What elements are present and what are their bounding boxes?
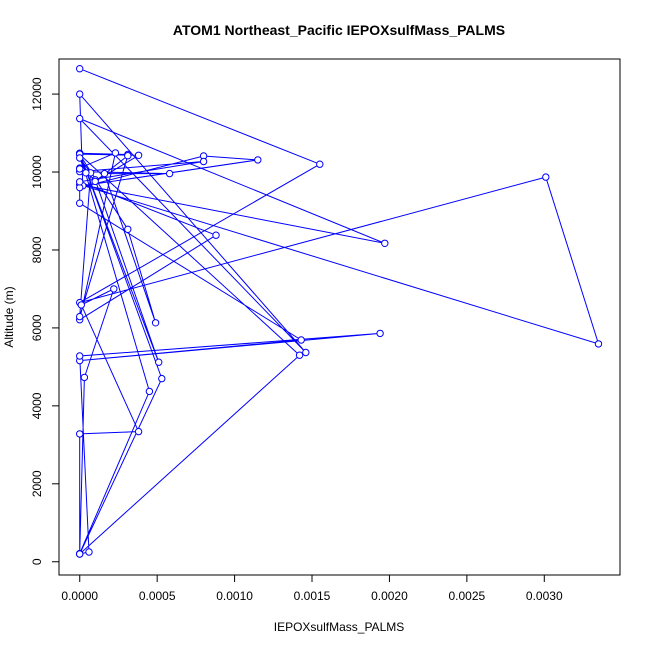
data-point bbox=[134, 427, 143, 436]
data-point bbox=[76, 90, 84, 98]
data-point bbox=[594, 340, 603, 348]
data-point bbox=[124, 225, 132, 234]
data-point bbox=[76, 550, 84, 558]
data-point bbox=[76, 65, 84, 73]
data-point bbox=[76, 199, 84, 207]
y-tick-label: 4000 bbox=[30, 392, 44, 419]
data-point bbox=[76, 154, 84, 162]
x-tick-label: 0.0005 bbox=[139, 589, 176, 603]
data-point bbox=[212, 231, 220, 239]
data-point bbox=[376, 329, 384, 338]
y-tick-label: 12000 bbox=[30, 77, 44, 111]
data-point bbox=[381, 239, 389, 248]
x-axis: 0.0000 0.0005 0.0010 0.0015 0.0020 0.0025 0.00… bbox=[61, 574, 563, 603]
data-point bbox=[111, 149, 120, 157]
y-axis: 0 2000 4000 6000 8000 10000 12000 bbox=[30, 77, 60, 565]
data-point bbox=[254, 156, 262, 164]
data-point bbox=[80, 373, 89, 382]
data-point bbox=[76, 178, 84, 186]
data-point bbox=[76, 165, 84, 173]
x-tick-label: 0.0000 bbox=[61, 589, 98, 603]
data-point bbox=[76, 352, 84, 360]
chart-title: ATOM1 Northeast_Pacific IEPOXsulfMass_PA… bbox=[173, 22, 505, 38]
x-tick-label: 0.0010 bbox=[216, 589, 253, 603]
data-point bbox=[302, 348, 310, 357]
data-point bbox=[76, 114, 84, 123]
series-path bbox=[77, 68, 600, 555]
data-point bbox=[295, 351, 304, 359]
data-point bbox=[76, 312, 84, 321]
y-tick-label: 2000 bbox=[30, 470, 44, 497]
x-tick-label: 0.0030 bbox=[526, 589, 563, 603]
data-point bbox=[85, 548, 93, 556]
data-point bbox=[82, 169, 90, 177]
y-tick-label: 8000 bbox=[30, 236, 44, 263]
data-point bbox=[134, 151, 143, 160]
data-point bbox=[100, 169, 109, 178]
data-point bbox=[91, 177, 99, 186]
series-points bbox=[76, 65, 603, 558]
data-point bbox=[77, 301, 86, 309]
data-point bbox=[542, 173, 550, 181]
data-point bbox=[316, 160, 324, 168]
y-tick-label: 6000 bbox=[30, 314, 44, 341]
x-axis-label: IEPOXsulfMass_PALMS bbox=[274, 620, 405, 634]
data-point bbox=[165, 169, 174, 178]
y-tick-label: 10000 bbox=[30, 155, 44, 189]
data-point bbox=[110, 285, 118, 293]
data-point bbox=[76, 430, 84, 438]
data-point bbox=[151, 319, 160, 327]
series-line bbox=[77, 68, 600, 555]
y-axis-label: Altitude (m) bbox=[2, 286, 16, 347]
x-tick-label: 0.0025 bbox=[449, 589, 486, 603]
y-tick-label: 0 bbox=[30, 558, 44, 565]
data-point bbox=[297, 336, 305, 344]
x-tick-label: 0.0015 bbox=[294, 589, 331, 603]
data-point bbox=[145, 387, 154, 396]
data-point bbox=[199, 157, 208, 166]
data-point bbox=[158, 374, 166, 383]
data-point bbox=[155, 358, 163, 366]
x-tick-label: 0.0020 bbox=[371, 589, 408, 603]
data-point bbox=[124, 152, 132, 160]
